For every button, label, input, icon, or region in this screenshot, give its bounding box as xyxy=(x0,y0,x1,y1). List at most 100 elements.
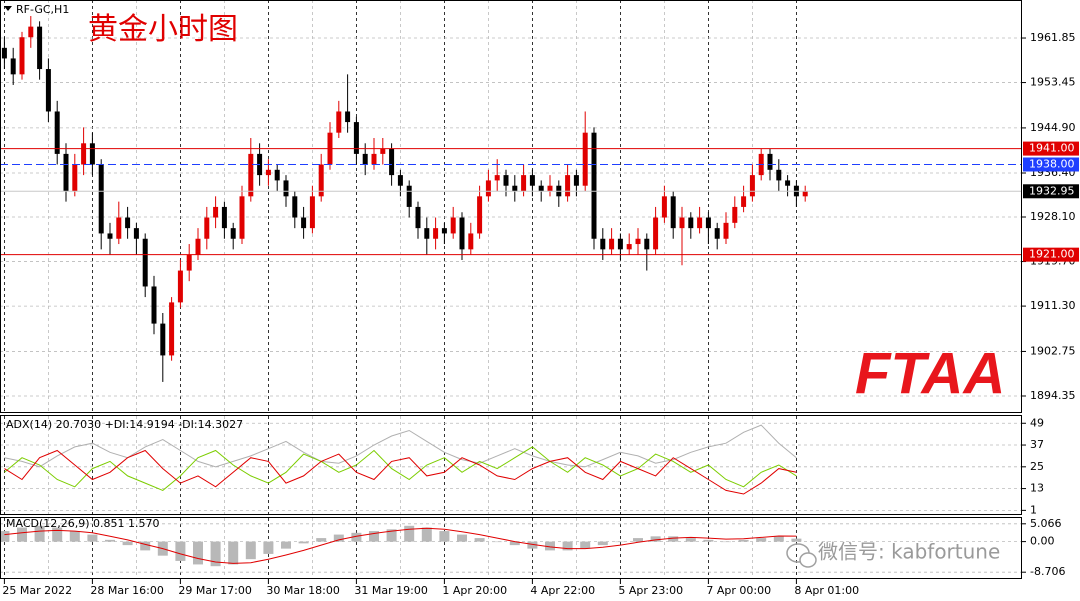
x-tick-label: 1 Apr 20:00 xyxy=(442,584,507,597)
candle-body xyxy=(345,111,351,123)
chart-title: 黄金小时图 xyxy=(88,13,238,46)
candle-body xyxy=(802,191,808,197)
macd-bar xyxy=(633,538,643,542)
candle-body xyxy=(230,228,236,239)
macd-bar xyxy=(580,541,591,549)
macd-bar xyxy=(756,538,767,542)
candle-body xyxy=(133,228,139,239)
candle-body xyxy=(653,217,659,250)
candle-body xyxy=(10,58,16,75)
candle-body xyxy=(705,217,711,229)
candle-body xyxy=(459,217,465,250)
candle-body xyxy=(397,175,403,186)
macd-bar xyxy=(263,541,274,554)
candle-body xyxy=(441,228,447,234)
candle-body xyxy=(353,122,359,154)
y-tick-label: 13 xyxy=(1030,482,1044,495)
candle-body xyxy=(213,206,219,218)
x-tick-label: 28 Mar 16:00 xyxy=(90,584,163,597)
macd-signal xyxy=(4,527,797,564)
candle-body xyxy=(54,111,60,154)
macd-bar xyxy=(69,531,80,542)
adx-line xyxy=(4,446,797,491)
macd-bar xyxy=(281,541,291,549)
candle-body xyxy=(380,148,386,154)
level-label: 1921.00 xyxy=(1029,248,1075,261)
candle-body xyxy=(89,143,95,165)
macd-bar xyxy=(404,525,415,542)
logo: FTAA xyxy=(855,341,1005,406)
macd-bar xyxy=(773,536,784,542)
x-tick-label: 4 Apr 22:00 xyxy=(530,584,595,597)
macd-bar xyxy=(474,538,485,542)
x-tick-label: 5 Apr 23:00 xyxy=(618,584,683,597)
candle-body xyxy=(301,217,307,229)
macd-bar xyxy=(492,541,503,543)
candle-body xyxy=(741,196,747,207)
y-tick-label: 1953.45 xyxy=(1030,76,1076,89)
candle-body xyxy=(424,228,430,239)
candle-body xyxy=(582,132,588,186)
candle-body xyxy=(433,228,439,239)
macd-bar xyxy=(210,541,221,567)
candle-body xyxy=(644,238,650,250)
macd-bar xyxy=(386,529,397,542)
candle-body xyxy=(635,238,641,245)
menu-arrow xyxy=(4,6,12,11)
candle-body xyxy=(785,180,791,186)
macd-bar xyxy=(527,541,538,549)
candle-body xyxy=(37,26,43,70)
candle-body xyxy=(81,143,87,165)
macd-bar xyxy=(34,525,45,542)
candle-body xyxy=(661,196,667,218)
candle-body xyxy=(239,196,245,239)
candle-body xyxy=(573,175,579,186)
macd-bar xyxy=(175,541,186,561)
candle-body xyxy=(749,175,755,197)
candle-body xyxy=(28,26,34,38)
macd-bar xyxy=(52,527,63,542)
candle-body xyxy=(609,238,615,250)
macd-title: MACD(12,26,9) 0.851 1.570 xyxy=(6,517,160,530)
candle-body xyxy=(679,217,685,229)
adx-title: ADX(14) 20.7030 +DI:14.9194 -DI:14.3027 xyxy=(6,418,243,431)
candle-body xyxy=(503,175,509,186)
candle-body xyxy=(406,185,412,207)
y-tick-label: 1944.90 xyxy=(1030,121,1076,134)
candle-body xyxy=(512,185,518,192)
macd-bar xyxy=(316,538,327,542)
y-tick-label: 1894.35 xyxy=(1030,389,1076,402)
y-tick-label: 49 xyxy=(1030,416,1044,429)
x-tick-label: 7 Apr 00:00 xyxy=(706,584,771,597)
y-tick-label: 1902.75 xyxy=(1030,344,1076,357)
main-panel-border xyxy=(0,0,1022,413)
candle-body xyxy=(318,164,324,197)
macd-bar xyxy=(685,538,696,542)
y-tick-label: 1911.30 xyxy=(1030,299,1076,312)
candle-body xyxy=(72,164,78,192)
candle-body xyxy=(116,217,122,239)
candle-body xyxy=(177,270,183,303)
macd-panel-border xyxy=(0,517,1022,579)
candle-body xyxy=(670,196,676,229)
candle-body xyxy=(362,153,368,165)
y-tick-label: 1928.10 xyxy=(1030,210,1076,223)
macd-bar xyxy=(439,531,450,542)
macd-bar xyxy=(351,532,362,542)
candle-body xyxy=(547,185,553,192)
candle-body xyxy=(45,69,51,112)
macd-bar xyxy=(421,527,432,542)
x-tick-label: 31 Mar 19:00 xyxy=(354,584,427,597)
candle-body xyxy=(98,164,104,234)
level-label: 1938.00 xyxy=(1029,158,1075,171)
candle-body xyxy=(776,169,782,181)
macd-bar xyxy=(245,541,256,560)
last-price-box xyxy=(1023,184,1079,199)
candle-body xyxy=(529,175,535,186)
adx-line xyxy=(4,449,797,495)
candle-body xyxy=(600,238,606,250)
candle-body xyxy=(265,169,271,176)
macd-bar xyxy=(140,541,151,551)
candle-body xyxy=(63,153,69,192)
